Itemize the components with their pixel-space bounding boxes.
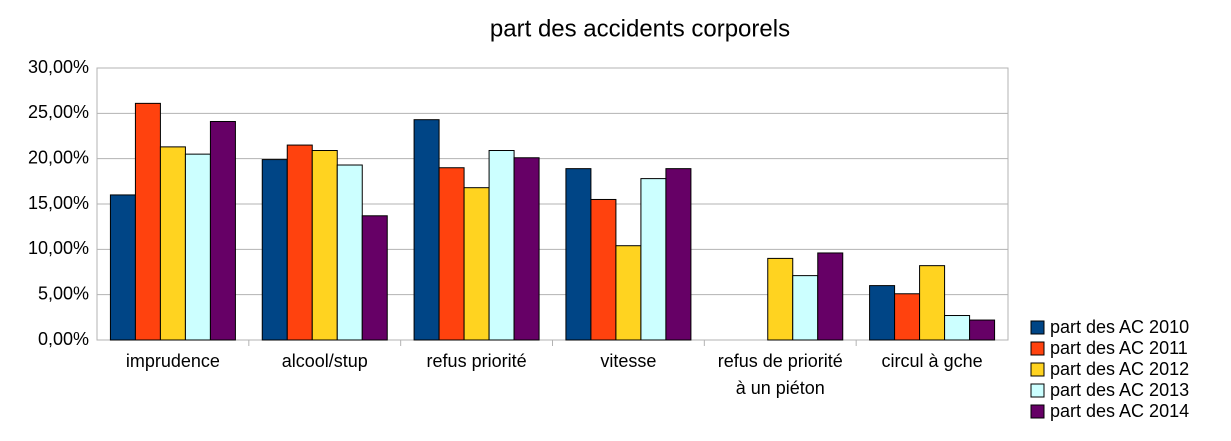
bar bbox=[944, 315, 971, 341]
chart-title: part des accidents corporels bbox=[490, 15, 790, 42]
bar bbox=[640, 178, 667, 341]
x-tick-label: imprudence bbox=[125, 351, 220, 371]
y-tick-label: 25,00% bbox=[28, 102, 89, 122]
bar bbox=[792, 275, 819, 341]
bar bbox=[361, 215, 388, 341]
bar bbox=[869, 285, 896, 341]
bar bbox=[134, 102, 161, 341]
y-tick-label: 0,00% bbox=[38, 329, 89, 349]
legend-swatch bbox=[1030, 341, 1045, 356]
y-tick-label: 20,00% bbox=[28, 147, 89, 167]
y-tick-label: 10,00% bbox=[28, 238, 89, 258]
bar bbox=[969, 319, 996, 341]
legend-label: part des AC 2011 bbox=[1050, 338, 1188, 358]
legend-label: part des AC 2013 bbox=[1050, 380, 1189, 400]
bar bbox=[513, 157, 540, 341]
legend-swatch bbox=[1030, 383, 1045, 398]
bar bbox=[209, 120, 236, 341]
bar bbox=[665, 168, 692, 341]
bar bbox=[565, 168, 592, 341]
x-tick-label: refus de priorité à un piéton bbox=[717, 351, 843, 398]
legend-label: part des AC 2012 bbox=[1050, 359, 1189, 379]
bar bbox=[894, 293, 921, 341]
bar bbox=[438, 167, 465, 341]
bar bbox=[261, 159, 288, 341]
legend-swatch bbox=[1030, 320, 1045, 335]
x-tick-label: circul à gche bbox=[881, 351, 983, 371]
legend-swatch bbox=[1030, 404, 1045, 419]
x-tick-label: alcool/stup bbox=[281, 351, 368, 371]
bar bbox=[817, 252, 844, 341]
bar bbox=[311, 150, 338, 341]
bar bbox=[919, 265, 946, 341]
bar bbox=[184, 153, 211, 341]
legend-label: part des AC 2010 bbox=[1050, 317, 1189, 337]
x-tick-label: refus priorité bbox=[426, 351, 527, 371]
bar bbox=[615, 245, 642, 341]
legend-label: part des AC 2014 bbox=[1050, 401, 1189, 421]
bar bbox=[159, 146, 186, 341]
bar bbox=[767, 257, 794, 341]
bar bbox=[463, 187, 490, 341]
bar bbox=[109, 194, 136, 341]
y-tick-label: 5,00% bbox=[38, 283, 89, 303]
bar bbox=[590, 198, 617, 341]
y-tick-label: 15,00% bbox=[28, 193, 89, 213]
bar bbox=[413, 119, 440, 341]
bar bbox=[488, 150, 515, 341]
x-tick-label: vitesse bbox=[600, 351, 657, 371]
legend-swatch bbox=[1030, 362, 1045, 377]
bar bbox=[336, 164, 363, 341]
bar bbox=[286, 144, 313, 341]
y-tick-label: 30,00% bbox=[28, 57, 89, 77]
